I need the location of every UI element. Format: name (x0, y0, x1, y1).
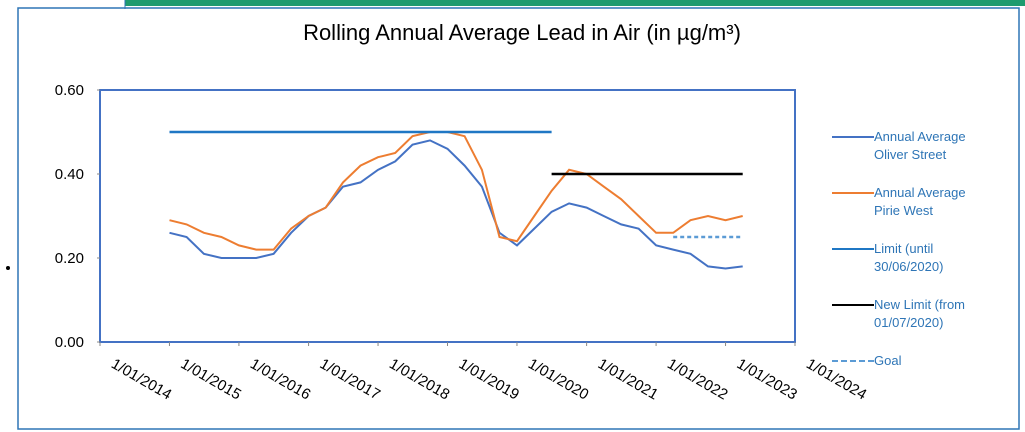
legend-item: Annual Average Oliver Street (832, 128, 1012, 184)
legend-item: Annual Average Pirie West (832, 184, 1012, 240)
chart-title: Rolling Annual Average Lead in Air (in µ… (303, 20, 741, 45)
series-line (169, 139, 743, 270)
plot-area (99, 89, 796, 343)
legend-label: Annual Average Oliver Street (874, 129, 966, 162)
legend-item: New Limit (from 01/07/2020) (832, 296, 1012, 352)
legend-item: Limit (until 30/06/2020) (832, 240, 1012, 296)
x-tick-label: 1/01/2020 (525, 355, 591, 403)
legend-item: Goal (832, 352, 1012, 408)
legend-swatch (832, 136, 874, 138)
bullet (6, 266, 10, 270)
legend-label: New Limit (from 01/07/2020) (874, 297, 966, 330)
legend-label: Annual Average Pirie West (874, 185, 966, 218)
legend-swatch (832, 192, 874, 194)
y-tick-label: 0.40 (55, 166, 84, 183)
x-tick-label: 1/01/2016 (247, 355, 313, 403)
legend-swatch (832, 304, 874, 306)
x-tick-label: 1/01/2021 (595, 355, 661, 403)
header-bar (125, 0, 1025, 6)
legend-label: Limit (until 30/06/2020) (874, 241, 944, 274)
x-tick-label: 1/01/2022 (664, 355, 730, 403)
x-tick-label: 1/01/2018 (386, 355, 452, 403)
legend-label: Goal (874, 353, 902, 368)
x-tick-label: 1/01/2017 (317, 355, 383, 403)
x-tick-label: 1/01/2014 (108, 355, 174, 403)
x-tick-label: 1/01/2015 (178, 355, 244, 403)
x-tick-label: 1/01/2023 (734, 355, 800, 403)
series-line (169, 131, 743, 251)
y-tick-label: 0.20 (55, 250, 84, 267)
y-tick-label: 0.60 (55, 82, 84, 99)
legend-swatch (832, 248, 874, 250)
x-tick-label: 1/01/2019 (456, 355, 522, 403)
chart-frame (17, 7, 1020, 430)
y-tick-label: 0.00 (55, 334, 84, 351)
legend: Annual Average Oliver Street Annual Avera… (832, 128, 1012, 408)
legend-swatch (832, 360, 874, 362)
